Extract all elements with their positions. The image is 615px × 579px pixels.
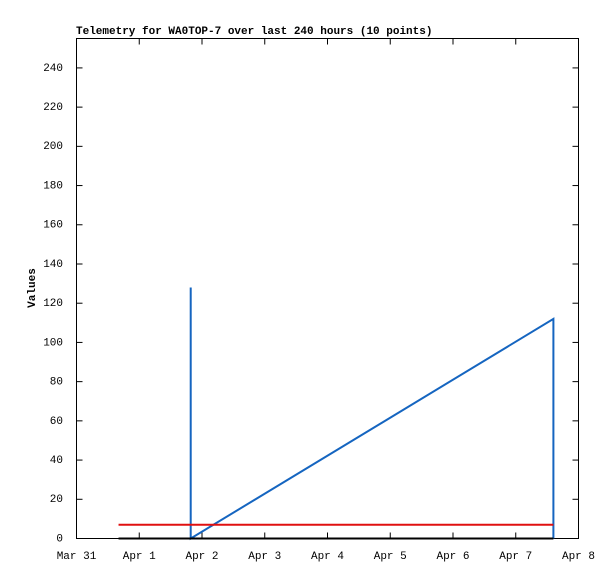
y-tick-label: 160: [43, 220, 63, 232]
y-tick-label: 20: [50, 494, 63, 506]
x-tick-label: Apr 2: [185, 551, 218, 563]
x-tick-label: Apr 8: [562, 551, 595, 563]
y-axis-label: Values: [27, 268, 39, 308]
x-tick-label: Apr 1: [123, 551, 156, 563]
y-tick-label: 240: [43, 63, 63, 75]
y-tick-label: 40: [50, 455, 63, 467]
x-tick-label: Apr 5: [374, 551, 407, 563]
y-tick-label: 80: [50, 377, 63, 389]
y-tick-label: 120: [43, 298, 63, 310]
y-tick-label: 100: [43, 337, 63, 349]
chart-title: Telemetry for WA0TOP-7 over last 240 hou…: [76, 26, 432, 38]
plot-frame: [76, 38, 579, 539]
x-tick-label: Apr 3: [248, 551, 281, 563]
y-tick-label: 180: [43, 180, 63, 192]
x-tick-label: Apr 4: [311, 551, 344, 563]
x-tick-label: Mar 31: [57, 551, 97, 563]
y-tick-label: 140: [43, 259, 63, 271]
x-tick-label: Apr 6: [436, 551, 469, 563]
y-tick-label: 0: [56, 533, 63, 545]
series-line: [189, 287, 555, 541]
y-tick-label: 220: [43, 102, 63, 114]
y-tick-label: 200: [43, 141, 63, 153]
x-tick-label: Apr 7: [499, 551, 532, 563]
y-tick-label: 60: [50, 416, 63, 428]
